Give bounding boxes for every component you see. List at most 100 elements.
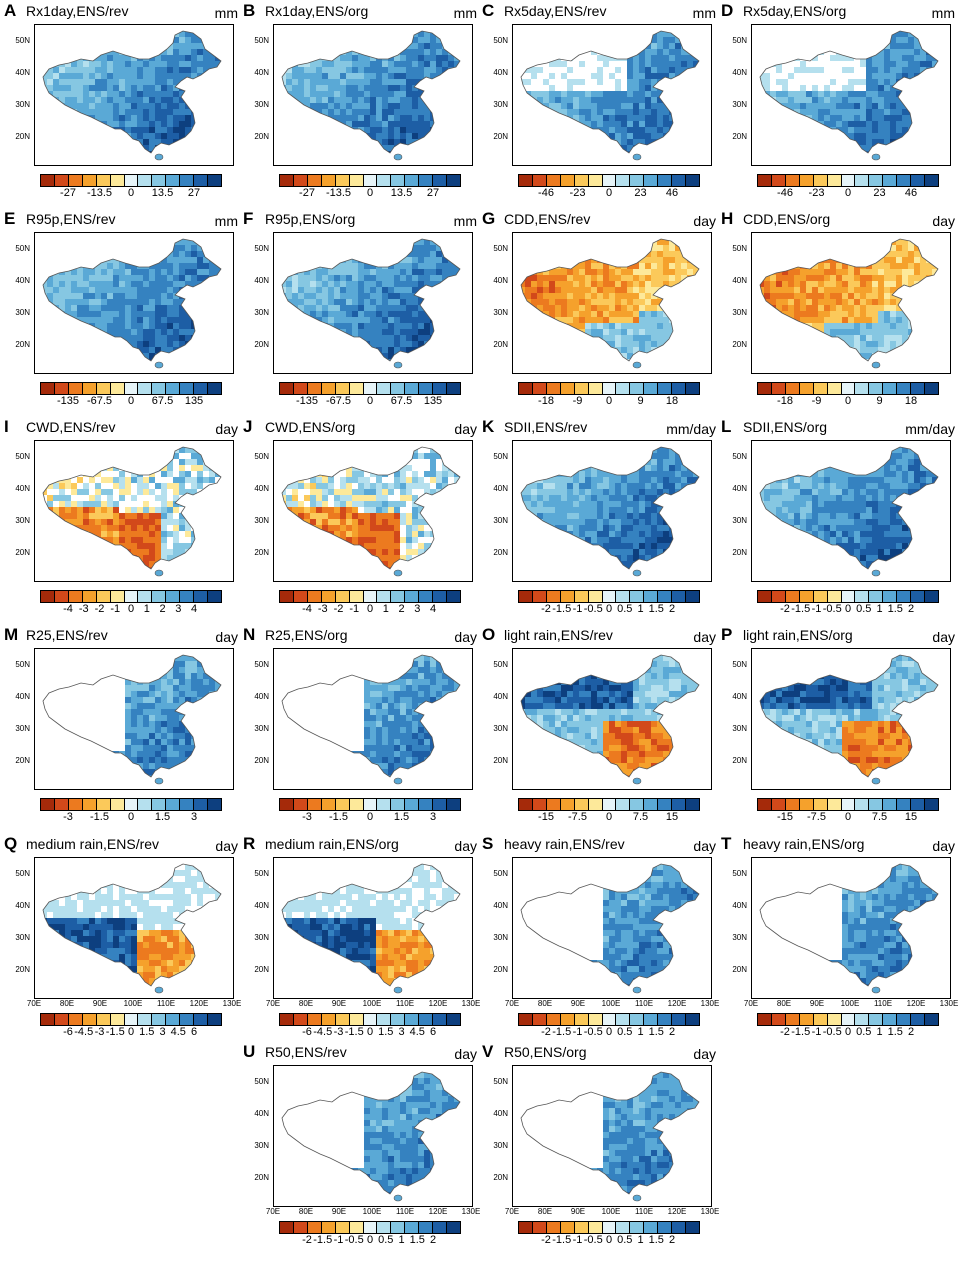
colorbar-tick-label: -3 (302, 811, 312, 823)
china-border (281, 863, 461, 987)
lat-label: 50N (254, 660, 269, 669)
colorbar-tick-label: -9 (811, 395, 822, 407)
colorbar-swatch (68, 799, 83, 810)
colorbar-swatch (658, 1222, 673, 1233)
lon-label: 100E (601, 999, 621, 1008)
china-border (42, 863, 222, 987)
colorbar-tick-label: 27 (426, 187, 440, 199)
panel-unit: day (932, 629, 955, 645)
map-frame (751, 648, 951, 790)
hainan-island (632, 361, 642, 369)
panel-unit: day (215, 421, 238, 437)
colorbar-swatch (180, 1014, 195, 1025)
colorbar-tick-label: -2 (780, 1026, 790, 1038)
colorbar-tick-label: 7.5 (871, 811, 888, 823)
panel-unit: day (693, 1046, 716, 1062)
panel-title: Rx1day,ENS/org (265, 3, 369, 19)
colorbar-swatch (68, 175, 83, 186)
colorbar-swatch (532, 591, 547, 602)
lat-label: 20N (493, 756, 508, 765)
colorbar-swatch (41, 591, 55, 602)
map-field (520, 654, 700, 785)
colorbar-swatch (321, 591, 336, 602)
colorbar-swatch (588, 175, 603, 186)
panel-letter: N (243, 625, 256, 644)
lat-label: 20N (493, 965, 508, 974)
panel-unit: day (454, 629, 477, 645)
lon-label: 100E (601, 1207, 621, 1216)
colorbar-swatch (194, 175, 209, 186)
colorbar-swatch (686, 591, 699, 602)
colorbar-tick-label: -23 (808, 187, 825, 199)
map-field (759, 446, 939, 577)
colorbar-tick-label: 2 (668, 1234, 676, 1246)
panel-letter: S (482, 834, 494, 853)
colorbar-swatch (280, 175, 294, 186)
lat-label: 20N (15, 965, 30, 974)
map-field (759, 238, 939, 369)
colorbar-tick-label: -3 (333, 1026, 344, 1038)
panel-I: I CWD,ENS/rev day 50N 40N 30N 20N -4 -3 -2 -1 0 1 2 3 4 (4, 416, 242, 624)
colorbar-swatch (447, 591, 460, 602)
colorbar-tick-label: -4.5 (74, 1026, 94, 1038)
colorbar-swatch (321, 383, 336, 394)
colorbar-swatch (391, 1014, 406, 1025)
panel-letter: H (721, 209, 734, 228)
lat-label: 30N (254, 933, 269, 942)
lat-label: 30N (15, 516, 30, 525)
colorbar-swatch (813, 383, 828, 394)
colorbar-swatch (447, 799, 460, 810)
hainan-island (393, 569, 403, 577)
colorbar-swatch (110, 799, 125, 810)
colorbar-swatch (602, 591, 617, 602)
panel-letter: L (721, 417, 732, 436)
panel-J: J CWD,ENS/org day 50N 40N 30N 20N -4 -3 -2 -1 0 1 2 3 4 (243, 416, 481, 624)
colorbar-tick-label: -0.5 (583, 1234, 603, 1246)
colorbar-swatch (124, 383, 139, 394)
colorbar-swatch (813, 1014, 828, 1025)
hainan-island (154, 361, 164, 369)
colorbar-tick-label: -0.5 (583, 603, 603, 615)
colorbar-tick-label: 1 (637, 603, 644, 615)
panel-unit: day (693, 213, 716, 229)
colorbar-swatch (785, 383, 800, 394)
colorbar-swatch (208, 1014, 221, 1025)
map-field (520, 30, 700, 161)
panel-title: light rain,ENS/org (743, 627, 853, 643)
colorbar-swatch (897, 591, 912, 602)
lat-label: 30N (732, 100, 747, 109)
colorbar-swatch (208, 591, 221, 602)
colorbar-swatch (602, 1014, 617, 1025)
panel-letter: I (4, 417, 9, 436)
colorbar (279, 174, 461, 187)
colorbar-swatch (771, 175, 786, 186)
colorbar-swatch (644, 799, 659, 810)
hainan-island (632, 153, 642, 161)
lat-label: 30N (254, 724, 269, 733)
lat-label: 20N (493, 132, 508, 141)
panel-H: H CDD,ENS/org day 50N 40N 30N 20N -18 -9 0 9 18 (721, 208, 959, 416)
map-field (42, 654, 222, 785)
colorbar-tick-label: 0 (127, 395, 135, 407)
china-border (281, 1071, 461, 1195)
colorbar-tick-label: -1.5 (329, 811, 348, 823)
colorbar-swatch (335, 591, 350, 602)
colorbar-swatch (771, 799, 786, 810)
china-border (759, 654, 939, 778)
colorbar-tick-label: -135 (295, 395, 319, 407)
panel-B: B Rx1day,ENS/org mm 50N 40N 30N 20N -27 -13.5 0 13… (243, 0, 481, 208)
colorbar-swatch (349, 1222, 364, 1233)
colorbar-tick-label: 13.5 (151, 187, 174, 199)
colorbar-swatch (644, 591, 659, 602)
panel-title: heavy rain,ENS/rev (504, 836, 625, 852)
colorbar-swatch (672, 383, 687, 394)
panel-letter: M (4, 625, 19, 644)
colorbar-tick-label: 9 (637, 395, 644, 407)
colorbar-tick-label: -1.5 (552, 1234, 572, 1246)
colorbar-swatch (519, 1222, 533, 1233)
colorbar-swatch (419, 383, 434, 394)
lat-label: 50N (254, 869, 269, 878)
lon-label: 120E (667, 999, 687, 1008)
colorbar-swatch (377, 1014, 392, 1025)
colorbar-swatch (602, 1222, 617, 1233)
